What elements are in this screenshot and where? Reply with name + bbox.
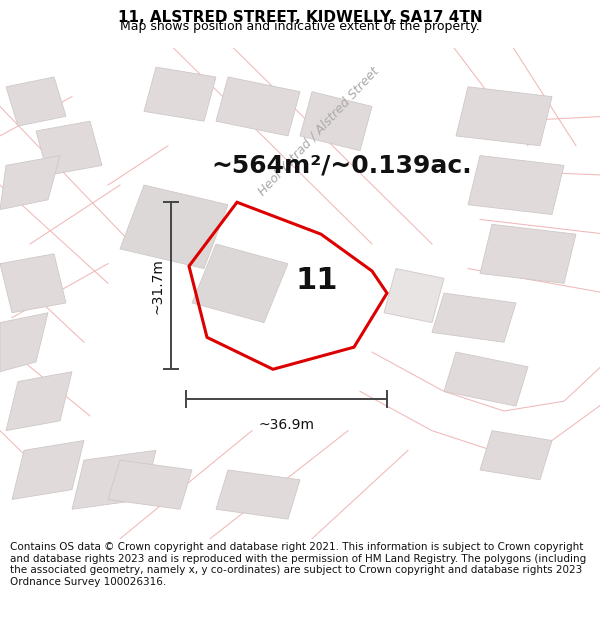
Polygon shape bbox=[108, 460, 192, 509]
Polygon shape bbox=[216, 470, 300, 519]
Polygon shape bbox=[0, 312, 48, 372]
Polygon shape bbox=[444, 352, 528, 406]
Polygon shape bbox=[432, 293, 516, 343]
Text: ~36.9m: ~36.9m bbox=[259, 418, 314, 432]
Polygon shape bbox=[12, 441, 84, 499]
Polygon shape bbox=[216, 77, 300, 136]
Text: Contains OS data © Crown copyright and database right 2021. This information is : Contains OS data © Crown copyright and d… bbox=[10, 542, 586, 587]
Polygon shape bbox=[480, 431, 552, 480]
Polygon shape bbox=[192, 244, 288, 322]
Polygon shape bbox=[120, 185, 228, 269]
Text: ~31.7m: ~31.7m bbox=[151, 258, 165, 314]
Polygon shape bbox=[0, 156, 60, 209]
Text: 11, ALSTRED STREET, KIDWELLY, SA17 4TN: 11, ALSTRED STREET, KIDWELLY, SA17 4TN bbox=[118, 11, 482, 26]
Text: 11: 11 bbox=[295, 266, 338, 295]
Polygon shape bbox=[384, 269, 444, 322]
Polygon shape bbox=[36, 121, 102, 175]
Polygon shape bbox=[6, 372, 72, 431]
Polygon shape bbox=[468, 156, 564, 214]
Polygon shape bbox=[6, 77, 66, 126]
Polygon shape bbox=[480, 224, 576, 283]
Text: Map shows position and indicative extent of the property.: Map shows position and indicative extent… bbox=[120, 20, 480, 33]
Polygon shape bbox=[144, 67, 216, 121]
Polygon shape bbox=[300, 92, 372, 151]
Text: Heol Ystrad / Alstred Street: Heol Ystrad / Alstred Street bbox=[255, 64, 381, 198]
Polygon shape bbox=[72, 451, 156, 509]
Polygon shape bbox=[456, 87, 552, 146]
Text: ~564m²/~0.139ac.: ~564m²/~0.139ac. bbox=[212, 153, 472, 178]
Polygon shape bbox=[0, 254, 66, 312]
